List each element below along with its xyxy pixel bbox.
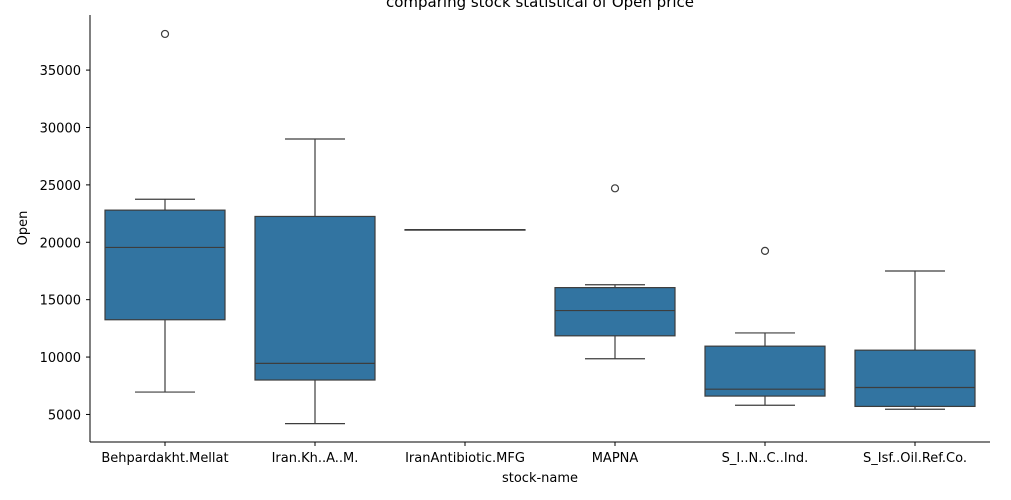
x-tick-label: S_Isf..Oil.Ref.Co. [863, 451, 967, 466]
box-group [704, 246, 826, 406]
box-group [404, 229, 526, 231]
y-tick-label: 10000 [40, 351, 81, 366]
iqr-box [704, 345, 826, 397]
y-tick-label: 30000 [40, 121, 81, 136]
x-tick-label: Iran.Kh..A..M. [272, 451, 359, 466]
y-tick-label: 5000 [48, 408, 81, 423]
outlier-point [610, 184, 620, 193]
iqr-box [254, 215, 376, 381]
iqr-box [854, 349, 976, 408]
x-tick-label: IranAntibiotic.MFG [405, 451, 525, 466]
box-group [854, 270, 976, 410]
x-tick-label: Behpardakht.Mellat [101, 451, 228, 466]
x-tick-label: S_I..N..C..Ind. [722, 451, 809, 466]
x-axis-label: stock-name [502, 471, 578, 486]
chart-title: comparing stock statistical of Open pric… [386, 0, 694, 11]
y-tick-label: 20000 [40, 236, 81, 251]
outlier-point [160, 29, 170, 39]
box-group [254, 138, 376, 425]
iqr-box [554, 287, 676, 337]
outlier-point [760, 246, 770, 255]
y-axis-label: Open [16, 211, 31, 246]
boxes-layer [104, 29, 976, 425]
y-tick-label: 35000 [40, 64, 81, 79]
y-ticks-layer: 5000 10000 15000 20000 25000 30000 35000 [40, 64, 90, 423]
x-ticks-layer: Behpardakht.Mellat Iran.Kh..A..M. IranAnti… [101, 442, 967, 466]
box-group [554, 184, 676, 360]
y-tick-label: 15000 [40, 294, 81, 309]
iqr-box [104, 209, 226, 321]
y-tick-label: 25000 [40, 179, 81, 194]
box-group [104, 29, 226, 393]
x-tick-label: MAPNA [592, 451, 639, 466]
